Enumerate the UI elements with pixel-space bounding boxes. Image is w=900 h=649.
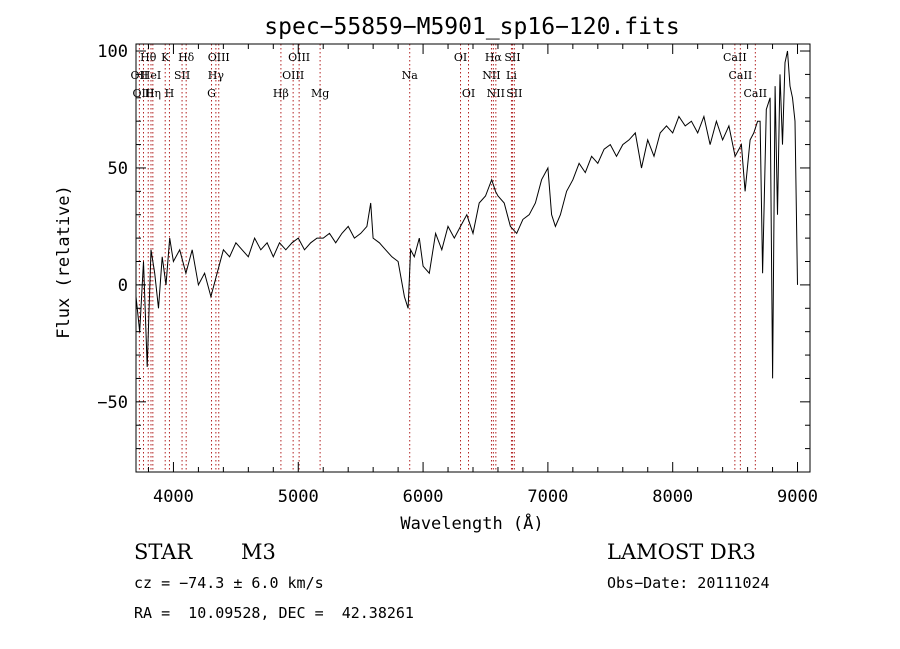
spectral-line-label: Hθ bbox=[140, 51, 157, 64]
x-tick-label: 7000 bbox=[527, 487, 568, 507]
spectral-line-label: OI bbox=[462, 87, 475, 100]
y-tick-label: −50 bbox=[97, 393, 128, 413]
spectral-line-label: NII bbox=[487, 87, 505, 100]
coordinates: RA = 10.09528, DEC = 42.38261 bbox=[134, 604, 414, 622]
y-tick-label: 0 bbox=[118, 276, 128, 296]
object-class: STAR bbox=[134, 540, 193, 564]
spectral-line-label: H bbox=[165, 87, 175, 100]
x-axis-label: Wavelength (Å) bbox=[400, 512, 543, 534]
spectral-lines bbox=[138, 44, 756, 472]
spectral-line-label: Mg bbox=[311, 87, 329, 100]
spectral-line-label: Hη bbox=[145, 87, 161, 100]
spectral-line-label: OIII bbox=[288, 51, 310, 64]
spectral-line-label: NII bbox=[482, 69, 500, 82]
spectral-line-label: CaII bbox=[743, 87, 767, 100]
spectral-line-label: CaII bbox=[723, 51, 747, 64]
spectral-line-label: Hβ bbox=[273, 87, 289, 100]
spectral-line-label: CaII bbox=[729, 69, 753, 82]
plot-frame bbox=[135, 43, 811, 473]
redshift-velocity: cz = −74.3 ± 6.0 km/s bbox=[134, 574, 324, 592]
y-tick-label: 100 bbox=[97, 42, 128, 62]
spectral-line-label: Hγ bbox=[208, 69, 225, 82]
x-tick-label: 5000 bbox=[278, 487, 319, 507]
x-tick-label: 6000 bbox=[403, 487, 444, 507]
spectral-line-labels: OII Hθ OIII HeI Hη K H SII Hδ OIII Hγ G Hβ OIII OIII Mg… bbox=[131, 51, 768, 100]
object-subclass: M3 bbox=[241, 540, 276, 564]
survey-name: LAMOST DR3 bbox=[607, 540, 756, 564]
spectral-line-label: SII bbox=[504, 51, 520, 64]
spectral-line-label: OIII bbox=[282, 69, 304, 82]
observation-date: Obs−Date: 20111024 bbox=[607, 574, 770, 592]
flux-series-line bbox=[135, 50, 798, 379]
spectral-line-label: OII bbox=[131, 69, 149, 82]
axis-ticks: 4000 5000 6000 7000 8000 9000 −50 0 50 100 bbox=[97, 42, 818, 507]
spectral-line-label: Hα bbox=[485, 51, 503, 64]
x-tick-label: 4000 bbox=[153, 487, 194, 507]
x-tick-label: 8000 bbox=[652, 487, 693, 507]
spectral-line-label: OI bbox=[454, 51, 467, 64]
y-axis-label: Flux (relative) bbox=[54, 185, 74, 339]
spectral-line-label: Hδ bbox=[178, 51, 195, 64]
x-tick-label: 9000 bbox=[777, 487, 818, 507]
y-tick-label: 50 bbox=[108, 159, 128, 179]
spectral-line-label: OIII bbox=[208, 51, 230, 64]
chart-title: spec−55859−M5901_sp16−120.fits bbox=[264, 14, 679, 40]
spectral-line-label: K bbox=[161, 51, 170, 64]
spectral-line-label: Li bbox=[506, 69, 517, 82]
spectral-line-label: SII bbox=[506, 87, 522, 100]
spectral-line-label: OIII bbox=[132, 87, 154, 100]
spectral-line-label: G bbox=[207, 87, 216, 100]
spectral-line-label: Na bbox=[402, 69, 419, 82]
spectral-line-label: HeI bbox=[141, 69, 161, 82]
spectral-line-label: SII bbox=[174, 69, 190, 82]
